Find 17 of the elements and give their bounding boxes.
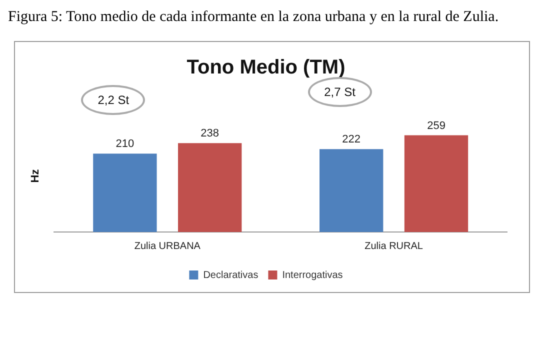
- legend-label: Declarativas: [203, 270, 258, 281]
- x-tick-label: Zulia RURAL: [364, 240, 424, 252]
- text: Figura 5: Tono medio de cada informante en la zona urbana y en la rural de Zulia.: [8, 8, 500, 27]
- data-label: 222: [342, 134, 361, 146]
- legend-label: Interrogativas: [282, 270, 343, 281]
- text: 2,2 St: [81, 85, 146, 116]
- y-axis-title: Hz: [30, 168, 42, 183]
- data-label: 238: [200, 128, 220, 140]
- bar: [93, 154, 157, 232]
- text: 2,7 St: [308, 77, 372, 108]
- data-label: 210: [116, 138, 134, 150]
- chart-title: Tono Medio (TM): [186, 56, 346, 79]
- data-label: 259: [427, 120, 446, 132]
- bar: [320, 149, 384, 232]
- x-tick-label: Zulia URBANA: [134, 240, 201, 252]
- bar: [404, 135, 468, 232]
- bar: [178, 143, 242, 232]
